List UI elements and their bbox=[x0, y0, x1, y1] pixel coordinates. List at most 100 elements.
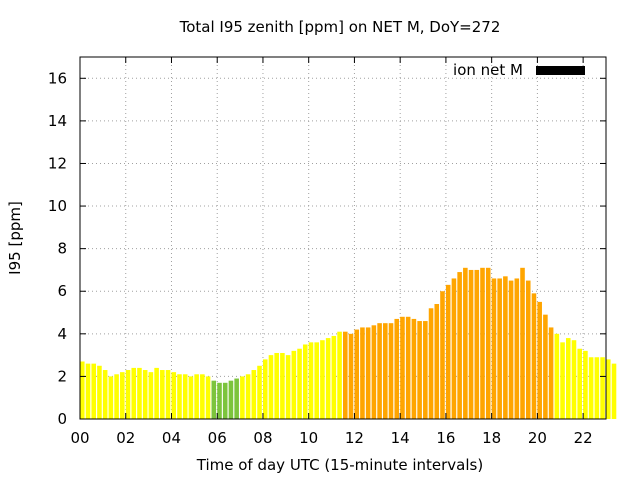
bar bbox=[142, 370, 148, 419]
bar bbox=[548, 327, 554, 419]
bar bbox=[445, 284, 451, 419]
y-tick-label: 14 bbox=[48, 112, 67, 130]
bar bbox=[85, 363, 91, 419]
bar bbox=[577, 348, 582, 419]
y-tick-label: 0 bbox=[57, 410, 67, 428]
bar bbox=[594, 357, 600, 419]
bar bbox=[497, 278, 502, 419]
bar bbox=[554, 333, 560, 419]
bar bbox=[377, 323, 382, 419]
bar bbox=[280, 352, 285, 419]
bar bbox=[423, 321, 428, 419]
bar bbox=[508, 280, 514, 419]
bar bbox=[251, 370, 257, 419]
bar bbox=[434, 304, 440, 419]
bar bbox=[182, 374, 188, 419]
bar bbox=[360, 327, 365, 419]
bar bbox=[177, 374, 182, 419]
bar bbox=[537, 301, 542, 419]
bar bbox=[131, 367, 137, 419]
y-tick-label: 10 bbox=[48, 197, 67, 215]
bar bbox=[337, 331, 342, 419]
x-tick-label: 16 bbox=[436, 429, 455, 447]
bar bbox=[531, 293, 537, 419]
bar bbox=[240, 376, 245, 419]
bar bbox=[245, 374, 251, 419]
y-axis-title: I95 [ppm] bbox=[6, 201, 24, 275]
bar bbox=[211, 380, 217, 419]
bar bbox=[125, 370, 131, 419]
x-tick-label: 22 bbox=[574, 429, 593, 447]
y-tick-label: 6 bbox=[57, 282, 67, 300]
bar bbox=[588, 357, 594, 419]
bar bbox=[262, 359, 268, 419]
x-tick-label: 00 bbox=[70, 429, 89, 447]
bar bbox=[463, 267, 468, 419]
bar bbox=[428, 308, 434, 419]
bar bbox=[606, 359, 611, 419]
plot-frame bbox=[79, 56, 607, 420]
bar bbox=[543, 314, 548, 419]
bar bbox=[405, 316, 411, 419]
bar bbox=[343, 331, 348, 419]
bars bbox=[80, 267, 617, 419]
bar bbox=[383, 323, 388, 419]
y-tick-label: 16 bbox=[48, 69, 67, 87]
bar bbox=[411, 318, 417, 419]
bar bbox=[394, 318, 400, 419]
x-tick-label: 02 bbox=[116, 429, 135, 447]
bar bbox=[91, 363, 97, 419]
bar bbox=[560, 342, 565, 419]
bar bbox=[302, 344, 308, 419]
bar bbox=[565, 338, 571, 419]
bar bbox=[371, 325, 377, 419]
x-tick-label: 04 bbox=[162, 429, 181, 447]
bar bbox=[228, 380, 234, 419]
chart-title: Total I95 zenith [ppm] on NET M, DoY=272 bbox=[179, 18, 501, 36]
x-tick-label: 14 bbox=[391, 429, 410, 447]
bar bbox=[205, 376, 211, 419]
bar bbox=[97, 365, 102, 419]
bar bbox=[480, 267, 485, 419]
x-tick-label: 10 bbox=[299, 429, 318, 447]
bar bbox=[200, 374, 205, 419]
bar bbox=[348, 333, 354, 419]
bar bbox=[457, 272, 462, 419]
grid bbox=[80, 57, 606, 419]
bar bbox=[354, 329, 360, 419]
bar bbox=[297, 348, 302, 419]
x-tick-label: 06 bbox=[208, 429, 227, 447]
bar bbox=[274, 352, 279, 419]
legend-swatch bbox=[536, 66, 585, 75]
x-axis-title: Time of day UTC (15-minute intervals) bbox=[196, 456, 483, 474]
bar bbox=[520, 267, 525, 419]
legend-label: ion net M bbox=[453, 61, 523, 79]
bar bbox=[268, 355, 274, 419]
bar bbox=[108, 376, 114, 419]
x-tick-label: 08 bbox=[253, 429, 272, 447]
bar bbox=[257, 365, 262, 419]
bar bbox=[291, 350, 297, 419]
bar bbox=[285, 355, 291, 419]
bar bbox=[571, 340, 577, 419]
bar bbox=[217, 382, 222, 419]
bar bbox=[417, 321, 422, 419]
bar bbox=[451, 278, 457, 419]
x-tick-label: 18 bbox=[482, 429, 501, 447]
bar bbox=[485, 267, 491, 419]
bar bbox=[137, 367, 142, 419]
x-tick-label: 20 bbox=[528, 429, 547, 447]
bar bbox=[308, 342, 314, 419]
bar bbox=[503, 276, 508, 419]
x-tick-label: 12 bbox=[345, 429, 364, 447]
y-tick-label: 2 bbox=[57, 367, 67, 385]
legend: ion net M bbox=[453, 61, 585, 79]
bar bbox=[188, 376, 194, 419]
bar bbox=[331, 335, 337, 419]
bar bbox=[388, 323, 394, 419]
bar bbox=[114, 374, 119, 419]
y-tick-label: 4 bbox=[57, 325, 67, 343]
bar bbox=[102, 370, 108, 419]
